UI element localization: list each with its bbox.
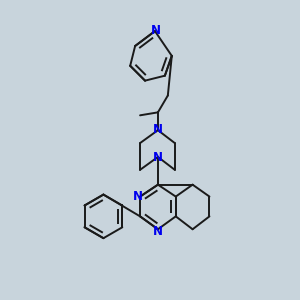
Text: N: N <box>133 190 143 203</box>
Text: N: N <box>151 24 161 37</box>
Text: N: N <box>153 225 163 238</box>
Text: N: N <box>153 152 163 164</box>
Text: N: N <box>153 123 163 136</box>
